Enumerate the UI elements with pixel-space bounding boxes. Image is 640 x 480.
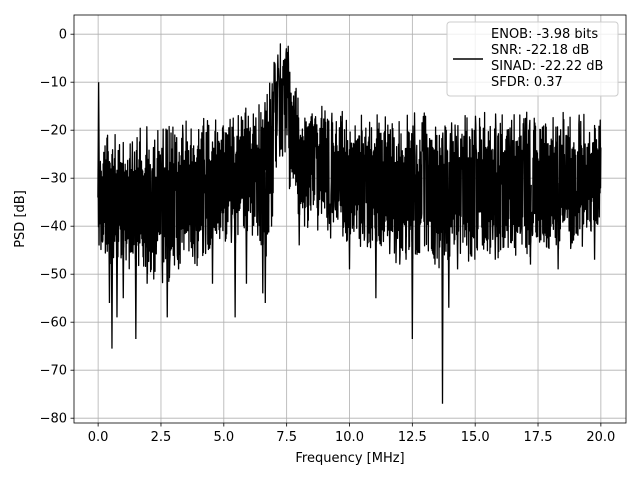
psd-spike: [263, 172, 267, 304]
psd-spike: [97, 82, 101, 198]
psd-spike: [177, 199, 180, 270]
y-tick-label: −80: [40, 412, 67, 427]
data-layer: [97, 43, 602, 404]
x-tick-label: 15.0: [461, 430, 490, 445]
legend-sinad: SINAD: -22.22 dB: [491, 59, 603, 74]
legend: ENOB: -3.98 bits SNR: -22.18 dB SINAD: -…: [446, 21, 619, 97]
axes-frame: [73, 14, 627, 424]
psd-spike: [593, 173, 596, 260]
y-tick-label: −20: [40, 124, 67, 139]
y-tick-label: −50: [40, 268, 67, 283]
psd-spike: [374, 183, 378, 299]
psd-spike: [447, 190, 451, 308]
y-tick-label: −10: [40, 76, 67, 91]
psd-spike: [108, 199, 111, 304]
psd-spike: [261, 172, 265, 294]
y-tick-label: −40: [40, 220, 67, 235]
y-tick-label: 0: [59, 28, 67, 43]
psd-spike: [529, 184, 532, 265]
y-axis-label: PSD [dB]: [13, 190, 28, 248]
x-tick-label: 0.0: [88, 430, 109, 445]
psd-spike: [121, 202, 125, 299]
legend-snr: SNR: -22.18 dB: [491, 43, 589, 58]
x-tick-label: 7.5: [276, 430, 297, 445]
x-tick-label: 20.0: [586, 430, 615, 445]
psd-spike: [297, 163, 301, 246]
x-tick-label: 12.5: [398, 430, 427, 445]
psd-spike: [410, 188, 414, 340]
x-tick-label: 5.0: [213, 430, 234, 445]
psd-spike: [348, 178, 351, 270]
psd-spike: [493, 185, 497, 260]
psd-spike: [165, 202, 169, 318]
legend-sfdr: SFDR: 0.37: [491, 75, 563, 90]
psd-spike: [441, 190, 444, 404]
psd-spike: [110, 200, 114, 349]
psd-spike: [145, 204, 149, 284]
psd-spike: [211, 184, 214, 284]
psd-series-line: [97, 43, 602, 284]
x-tick-label: 17.5: [524, 430, 553, 445]
y-axis: 0 −10 −20 −30 −40 −50 −60 −70 −80: [40, 28, 74, 427]
psd-spike: [456, 189, 459, 270]
psd-spike: [115, 200, 119, 318]
legend-box: [446, 21, 619, 97]
x-axis: 0.0 2.5 5.0 7.5 10.0 12.5 15.0 17.5 20.0: [88, 423, 615, 445]
psd-spike: [404, 188, 408, 260]
psd-spike: [556, 182, 560, 270]
legend-enob: ENOB: -3.98 bits: [491, 27, 598, 42]
x-tick-label: 10.0: [335, 430, 364, 445]
y-tick-label: −60: [40, 316, 67, 331]
psd-spike: [245, 174, 248, 284]
psd-spike: [433, 190, 437, 265]
psd-spike: [233, 177, 237, 318]
psd-spike: [134, 203, 138, 340]
y-tick-label: −30: [40, 172, 67, 187]
x-axis-label: Frequency [MHz]: [295, 451, 404, 466]
y-tick-label: −70: [40, 364, 67, 379]
x-tick-label: 2.5: [151, 430, 172, 445]
